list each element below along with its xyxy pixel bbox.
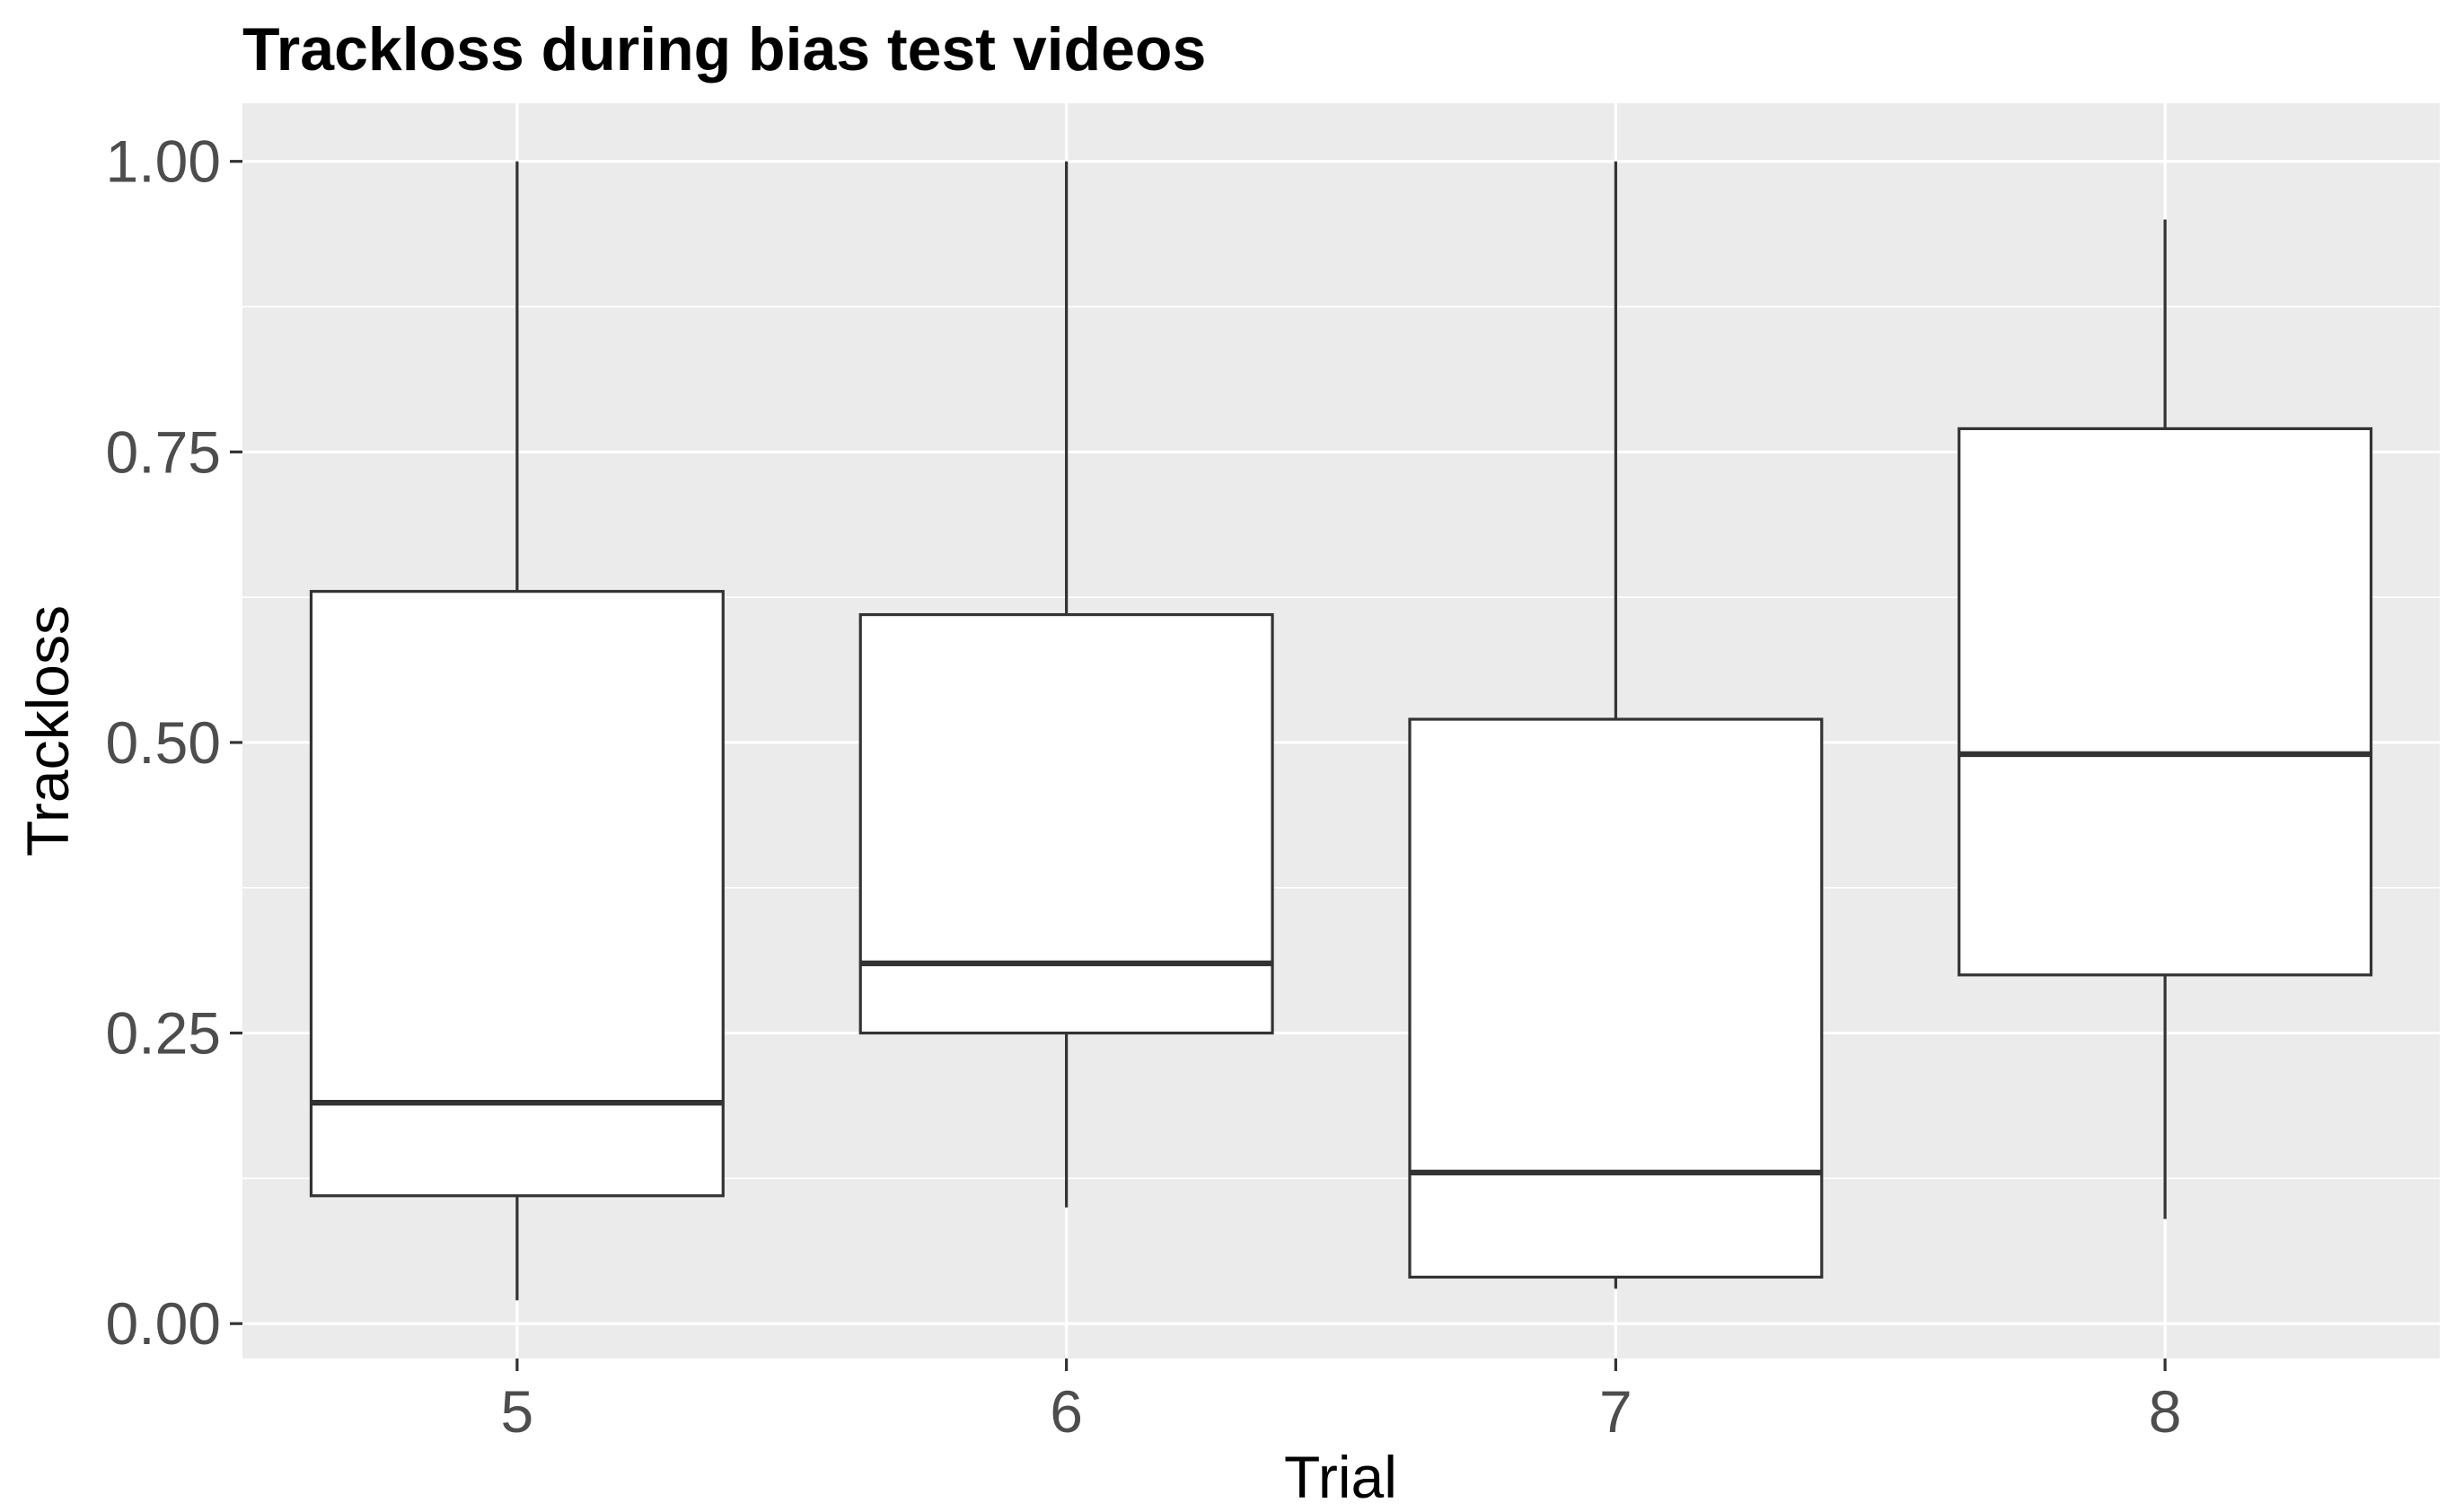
- x-tick-label: 6: [1050, 1378, 1083, 1445]
- y-tick-label: 0.00: [106, 1290, 221, 1357]
- x-axis: 5 6 7 8: [501, 1358, 2182, 1445]
- x-axis-title: Trial: [1284, 1444, 1397, 1510]
- interquartile-box: [858, 612, 1274, 1035]
- y-tick-label: 0.50: [106, 709, 221, 776]
- y-axis: 0.00 0.25 0.50 0.75 1.00: [106, 128, 242, 1357]
- box-trial-6: [858, 161, 1274, 1208]
- x-tick-label: 5: [501, 1378, 534, 1445]
- interquartile-box: [1958, 426, 2373, 977]
- interquartile-box: [309, 590, 725, 1198]
- y-axis-title: Trackloss: [14, 605, 81, 857]
- x-tick-label: 7: [1599, 1378, 1632, 1445]
- chart-title: Trackloss during bias test videos: [242, 15, 1206, 84]
- box-trial-5: [309, 161, 725, 1301]
- box-trial-8: [1958, 219, 2373, 1219]
- boxes-layer: [309, 161, 2373, 1301]
- y-tick-label: 0.25: [106, 1000, 221, 1067]
- box-trial-7: [1408, 161, 1824, 1289]
- y-tick-label: 0.75: [106, 418, 221, 485]
- interquartile-box: [1408, 717, 1824, 1279]
- x-tick-label: 8: [2149, 1378, 2182, 1445]
- y-tick-label: 1.00: [106, 128, 221, 195]
